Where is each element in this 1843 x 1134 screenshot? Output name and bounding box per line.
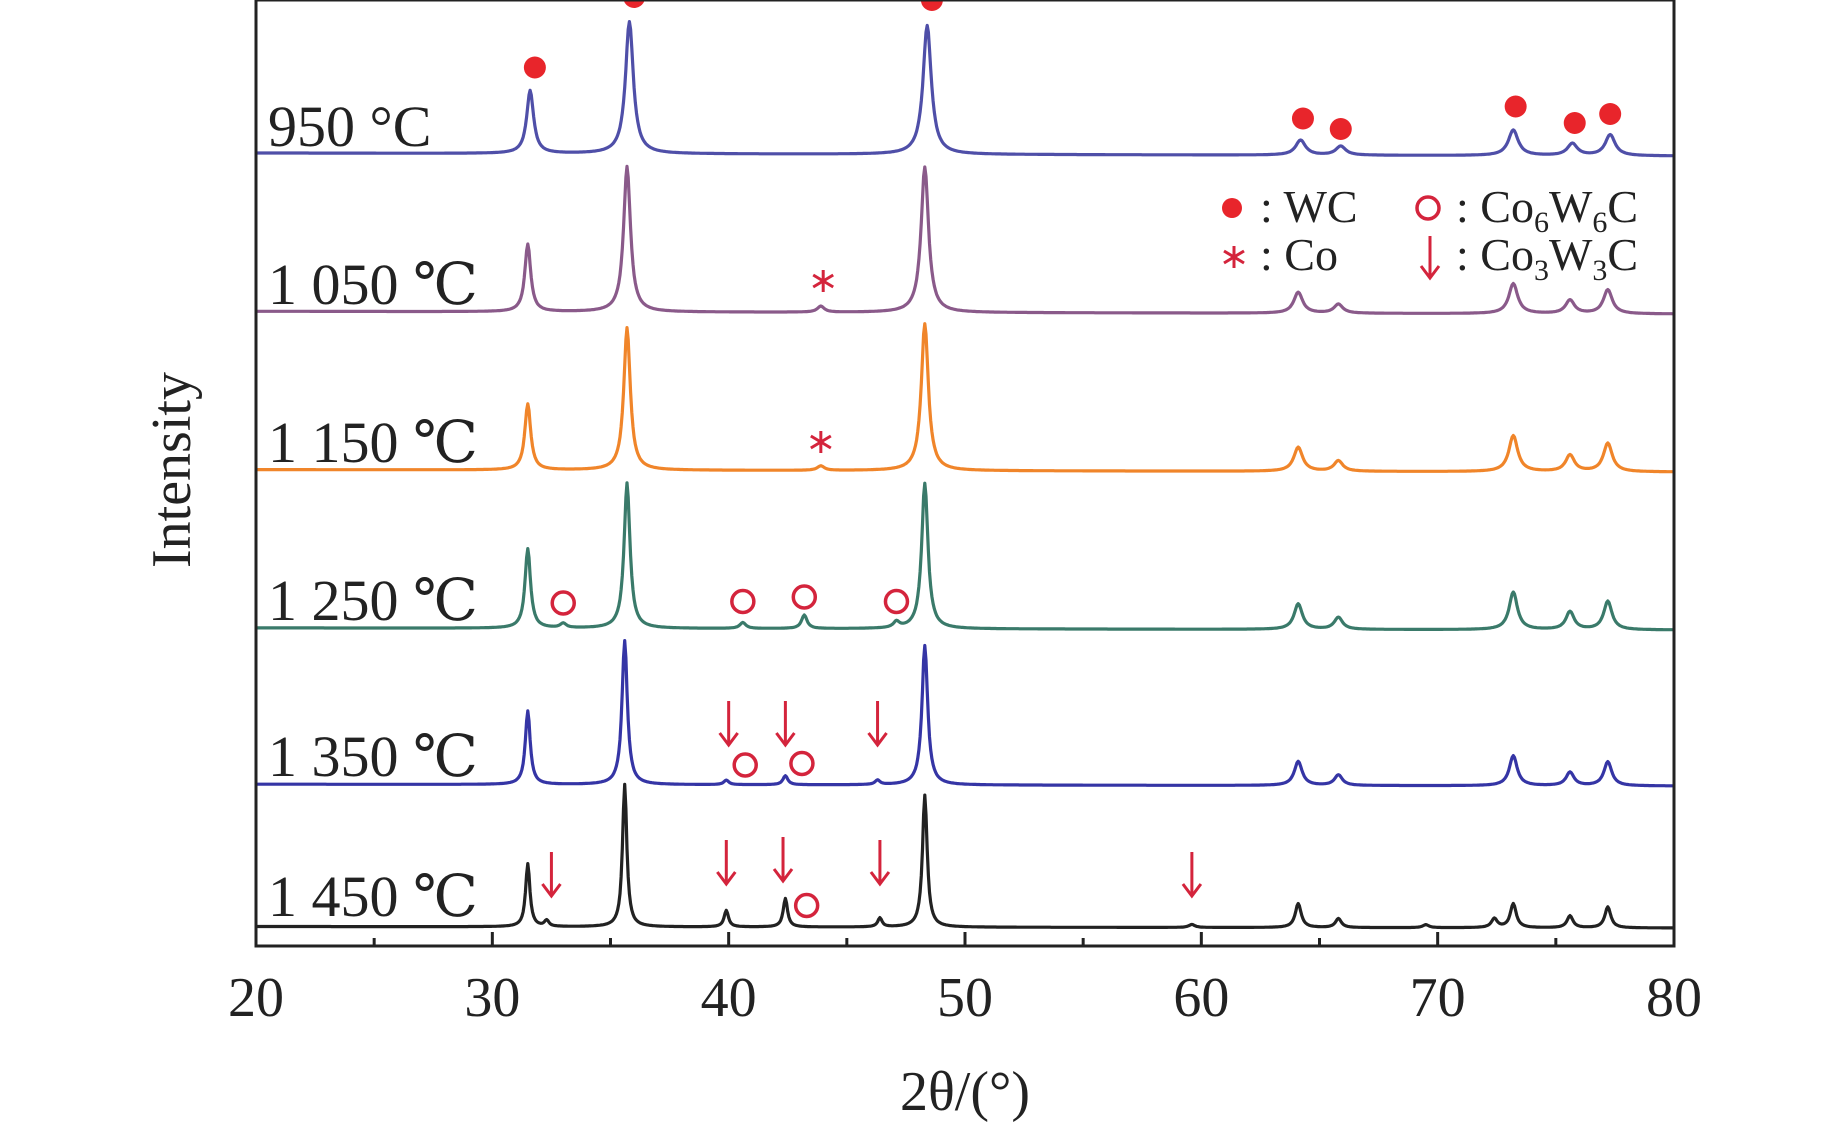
marker-co3w3c-5-3 bbox=[867, 701, 888, 748]
legend-wc-marker bbox=[1222, 198, 1242, 218]
y-axis-title: Intensity bbox=[141, 372, 203, 568]
series-label-4: 1 250 ℃ bbox=[268, 568, 478, 633]
marker-wc-1-7 bbox=[1563, 112, 1586, 134]
x-tick-label-40: 40 bbox=[701, 967, 757, 1029]
x-tick-label-80: 80 bbox=[1646, 967, 1702, 1029]
marker-co6w6c-4-3 bbox=[791, 584, 818, 610]
series-label-3: 1 150 ℃ bbox=[268, 410, 478, 475]
legend-co-label: : Co bbox=[1260, 229, 1338, 280]
marker-wc-1-6 bbox=[1504, 95, 1527, 118]
marker-co3w3c-5-2 bbox=[775, 701, 796, 748]
marker-co3w3c-5-1 bbox=[718, 701, 739, 748]
marker-wc-1-8 bbox=[1599, 103, 1622, 125]
marker-co6w6c-5-4 bbox=[732, 752, 758, 778]
marker-co6w6c-4-4 bbox=[883, 588, 910, 615]
series-label-1: 950 °C bbox=[268, 94, 431, 159]
series-label-2: 1 050 ℃ bbox=[268, 252, 478, 317]
series-line-6 bbox=[255, 782, 1675, 930]
legend-co6w6c-label: : Co6W6C bbox=[1456, 181, 1638, 239]
series-label-5: 1 350 ℃ bbox=[268, 724, 478, 789]
x-axis-title: 2θ/(°) bbox=[900, 1061, 1030, 1123]
series-label-6: 1 450 ℃ bbox=[268, 864, 478, 929]
x-tick-label-20: 20 bbox=[228, 967, 284, 1029]
legend-wc-label: : WC bbox=[1260, 181, 1358, 232]
legend-co-marker bbox=[1223, 246, 1245, 268]
series-line-3 bbox=[255, 322, 1675, 474]
marker-co3w3c-6-1 bbox=[541, 852, 562, 899]
marker-wc-1-2 bbox=[623, 0, 645, 8]
x-tick-label-50: 50 bbox=[937, 967, 993, 1029]
marker-wc-1-1 bbox=[523, 56, 546, 79]
x-tick-label-60: 60 bbox=[1173, 967, 1229, 1029]
series-line-5 bbox=[255, 639, 1675, 788]
marker-co-3-1 bbox=[810, 431, 832, 453]
marker-co3w3c-6-3 bbox=[772, 837, 794, 884]
legend-co6w6c-marker bbox=[1415, 195, 1441, 221]
marker-co6w6c-5-5 bbox=[789, 750, 815, 777]
legend: : WC : Co6W6C : Co : Co3W3C bbox=[1222, 181, 1638, 287]
marker-co-2-1 bbox=[812, 270, 834, 292]
marker-layer bbox=[523, 0, 1622, 919]
marker-co6w6c-4-1 bbox=[550, 590, 576, 616]
marker-co6w6c-4-2 bbox=[730, 588, 756, 615]
legend-co3w3c-marker bbox=[1419, 236, 1441, 281]
marker-co6w6c-6-6 bbox=[793, 892, 820, 919]
marker-wc-1-4 bbox=[1291, 107, 1314, 130]
series-layer: 950 °C 1 050 ℃ 1 150 ℃ 1 250 ℃ 1 350 ℃ 1 450 … bbox=[255, 20, 1675, 930]
x-axis: 20 30 40 50 60 70 80 bbox=[228, 932, 1702, 1029]
marker-co3w3c-6-2 bbox=[716, 840, 737, 887]
marker-co3w3c-6-4 bbox=[869, 840, 891, 887]
marker-wc-1-3 bbox=[920, 0, 943, 11]
legend-co3w3c-label: : Co3W3C bbox=[1456, 229, 1638, 287]
x-tick-label-30: 30 bbox=[464, 967, 520, 1029]
marker-wc-1-5 bbox=[1329, 118, 1352, 140]
marker-co3w3c-6-5 bbox=[1181, 852, 1203, 899]
series-line-2 bbox=[255, 164, 1675, 316]
series-line-1 bbox=[255, 20, 1675, 158]
series-line-4 bbox=[255, 481, 1675, 632]
x-tick-label-70: 70 bbox=[1410, 967, 1466, 1029]
